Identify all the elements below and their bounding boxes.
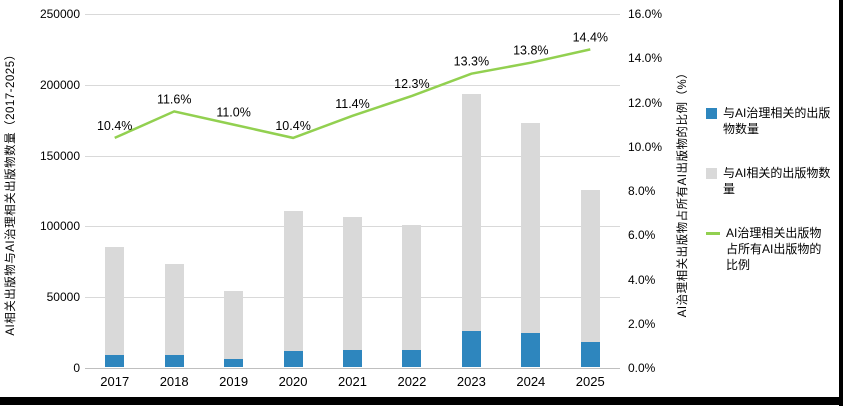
window-bottom-border: [0, 397, 843, 405]
ratio-line: [114, 48, 591, 140]
bar-group-2018: [144, 14, 203, 368]
right-axis-tick: 12.0%: [628, 95, 663, 110]
right-axis-tick: 6.0%: [628, 228, 656, 243]
x-axis-baseline: [85, 368, 620, 369]
ai-publications-bar: [461, 93, 481, 367]
governance-publications-bar: [164, 354, 184, 367]
right-axis-tick: 8.0%: [628, 184, 656, 198]
bar-group-2019: [204, 14, 263, 368]
governance-publications-bar: [521, 333, 541, 367]
right-axis-tick: 16.0%: [628, 7, 663, 21]
x-axis-label: 2018: [159, 374, 189, 389]
legend-item-ai-publications: 与AI相关的出版物数量: [706, 166, 832, 197]
right-axis-tick: 10.0%: [628, 139, 663, 154]
ratio-data-label: 10.4%: [275, 119, 310, 133]
ai-publications-bar: [402, 225, 422, 367]
ai-publications-bar: [521, 123, 541, 367]
gray-square-icon: [706, 168, 717, 180]
ratio-data-label: 12.3%: [394, 77, 429, 91]
ai-publications-bar: [283, 211, 303, 367]
ratio-data-label: 11.0%: [216, 106, 251, 120]
gridline: [85, 14, 620, 15]
left-axis-tick: 200000: [39, 77, 80, 92]
x-axis-label: 2025: [575, 374, 605, 389]
ratio-data-label: 14.4%: [573, 30, 608, 44]
governance-publications-bar: [105, 354, 125, 367]
governance-publications-bar: [283, 350, 303, 367]
ai-publications-bar: [580, 190, 600, 367]
ratio-line-layer: 10.4% 11.6% 11.0% 10.4% 11.4% 12.3% 13.3% 13.8%…: [97, 30, 608, 140]
bar-group-2023: [442, 14, 501, 368]
ratio-data-label: 11.4%: [335, 97, 370, 111]
left-axis-tick: 50000: [46, 290, 80, 305]
governance-publications-bar: [342, 349, 362, 367]
bar-group-2021: [323, 14, 382, 368]
legend-label: AI治理相关出版物占所有AI出版物的比例: [726, 226, 822, 272]
ratio-data-label: 10.4%: [97, 119, 132, 133]
right-axis-tick: 2.0%: [628, 316, 656, 331]
legend-item-governance-ratio: AI治理相关出版物占所有AI出版物的比例: [706, 226, 832, 273]
left-axis-tick: 250000: [39, 7, 80, 21]
green-line-icon: [706, 232, 720, 235]
x-axis-label: 2022: [397, 374, 427, 389]
left-axis-tick: 100000: [39, 219, 80, 234]
ratio-data-label: 11.6%: [157, 92, 192, 106]
ratio-data-label: 13.8%: [513, 44, 548, 58]
right-axis-tick: 14.0%: [628, 51, 663, 66]
bar-group-2025: [561, 14, 620, 368]
gridline: [85, 155, 620, 157]
ai-publications-bar: [224, 290, 244, 367]
bar-group-2020: [263, 14, 322, 368]
ai-publications-bar: [164, 263, 184, 367]
legend-item-governance-publications: 与AI治理相关的出版物数量: [706, 106, 832, 137]
governance-publications-bar: [224, 358, 244, 367]
x-axis-label: 2021: [338, 374, 367, 389]
plot-area: 10.4% 11.6% 11.0% 10.4% 11.4% 12.3% 13.3% 13.8%…: [85, 14, 620, 369]
right-axis-title: AI治理相关出版物占所有AI出版物的比例（%）: [677, 66, 689, 318]
left-axis-tick: 0: [73, 361, 80, 375]
x-axis-label: 2020: [278, 374, 308, 389]
legend-label: 与AI相关的出版物数量: [723, 166, 831, 196]
governance-publications-bar: [580, 341, 600, 367]
legend-label: 与AI治理相关的出版物数量: [723, 106, 831, 136]
right-axis-tick: 4.0%: [628, 272, 656, 287]
ratio-data-label: 13.3%: [454, 55, 489, 69]
bar-group-2022: [382, 14, 441, 368]
ai-publications-bar: [105, 246, 125, 367]
bar-group-2017: [85, 14, 144, 368]
left-axis-title: AI相关出版物与AI治理相关出版物数量（2017-2025）: [5, 48, 17, 336]
window-right-border: [839, 0, 843, 406]
x-axis-label: 2019: [219, 374, 249, 389]
x-axis-label: 2023: [456, 374, 486, 389]
ai-publications-bar: [342, 216, 362, 367]
right-axis-tick: 0.0%: [628, 361, 656, 375]
governance-publications-bar: [402, 349, 422, 367]
x-axis-label: 2017: [100, 374, 130, 389]
left-axis-tick: 150000: [39, 148, 80, 163]
legend: 与AI治理相关的出版物数量 与AI相关的出版物数量 AI治理相关出版物占所有AI…: [706, 106, 832, 273]
x-axis-label: 2024: [516, 374, 546, 389]
governance-publications-bar: [461, 330, 481, 367]
gridline: [85, 84, 620, 86]
bar-group-2024: [501, 14, 560, 368]
blue-square-icon: [706, 108, 717, 119]
